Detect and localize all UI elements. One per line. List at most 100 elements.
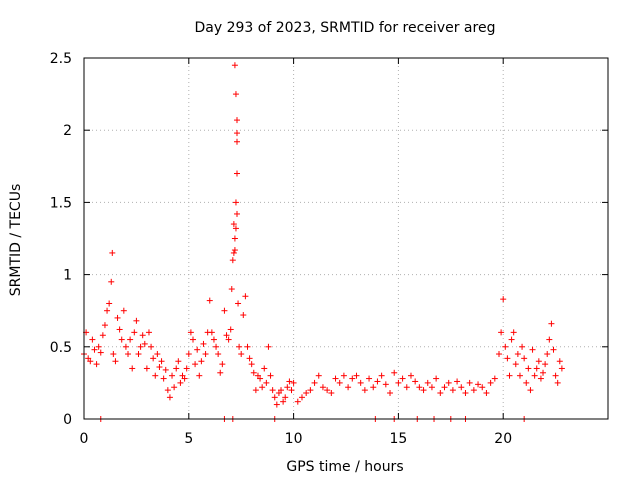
data-point-0-197 bbox=[234, 130, 241, 137]
data-point-0-69 bbox=[223, 332, 230, 339]
data-point-0-165 bbox=[519, 343, 526, 350]
y-tick-label-1: 0.5 bbox=[50, 340, 72, 356]
data-point-0-55 bbox=[194, 346, 201, 353]
data-point-0-46 bbox=[175, 358, 182, 365]
data-point-0-93 bbox=[265, 343, 272, 350]
data-point-0-104 bbox=[288, 387, 295, 394]
y-tick-label-3: 1.5 bbox=[50, 195, 72, 211]
data-point-0-126 bbox=[378, 372, 385, 379]
data-point-0-124 bbox=[370, 384, 377, 391]
data-point-0-111 bbox=[315, 372, 322, 379]
data-point-0-84 bbox=[246, 355, 253, 362]
data-point-0-167 bbox=[523, 379, 530, 386]
data-point-0-127 bbox=[382, 381, 389, 388]
data-point-0-173 bbox=[535, 358, 542, 365]
data-point-0-154 bbox=[496, 351, 503, 358]
data-point-0-114 bbox=[328, 390, 335, 397]
data-point-0-106 bbox=[294, 398, 301, 405]
data-point-0-103 bbox=[286, 378, 293, 385]
data-point-0-16 bbox=[112, 358, 119, 365]
data-point-0-146 bbox=[462, 390, 469, 397]
data-point-0-164 bbox=[516, 372, 523, 379]
data-point-0-134 bbox=[412, 378, 419, 385]
data-point-0-91 bbox=[261, 365, 268, 372]
y-tick-label-5: 2.5 bbox=[50, 51, 72, 67]
x-tick-label-1: 5 bbox=[184, 431, 193, 447]
data-point-0-28 bbox=[137, 343, 144, 350]
data-point-0-116 bbox=[336, 379, 343, 386]
y-tick-label-2: 1 bbox=[63, 268, 72, 284]
data-point-0-119 bbox=[349, 375, 356, 382]
data-point-0-75 bbox=[231, 62, 238, 69]
data-point-0-110 bbox=[311, 379, 318, 386]
data-point-0-179 bbox=[548, 320, 555, 327]
data-point-0-58 bbox=[200, 340, 207, 347]
data-point-0-163 bbox=[514, 351, 521, 358]
data-point-0-29 bbox=[139, 332, 146, 339]
data-point-0-77 bbox=[234, 170, 241, 177]
data-point-0-72 bbox=[228, 286, 235, 293]
data-point-0-178 bbox=[546, 336, 553, 343]
data-point-0-102 bbox=[284, 384, 291, 391]
data-point-0-133 bbox=[407, 372, 414, 379]
data-point-0-76 bbox=[232, 91, 239, 98]
data-point-0-121 bbox=[357, 379, 364, 386]
data-point-0-57 bbox=[198, 358, 205, 365]
data-point-0-120 bbox=[353, 372, 360, 379]
data-point-0-149 bbox=[475, 381, 482, 388]
data-point-0-183 bbox=[556, 358, 563, 365]
data-point-0-145 bbox=[458, 384, 465, 391]
data-point-0-79 bbox=[236, 343, 243, 350]
data-point-0-5 bbox=[91, 346, 98, 353]
data-point-0-201 bbox=[232, 225, 239, 232]
tick-labels: 0 5 10 15 20 0 0.5 1 1.5 2 2.5 bbox=[50, 51, 512, 447]
data-point-0-115 bbox=[332, 375, 339, 382]
data-point-0-51 bbox=[185, 351, 192, 358]
data-point-0-68 bbox=[221, 307, 228, 314]
data-point-0-181 bbox=[552, 372, 559, 379]
data-point-0-112 bbox=[319, 384, 326, 391]
data-point-0-33 bbox=[148, 343, 155, 350]
data-point-0-172 bbox=[533, 365, 540, 372]
data-point-0-128 bbox=[387, 390, 394, 397]
data-point-0-27 bbox=[135, 351, 142, 358]
data-point-0-31 bbox=[143, 365, 150, 372]
data-point-0-129 bbox=[391, 369, 398, 376]
data-point-0-160 bbox=[508, 336, 515, 343]
data-point-0-26 bbox=[133, 317, 140, 324]
data-point-0-44 bbox=[171, 384, 178, 391]
data-point-0-138 bbox=[428, 384, 435, 391]
data-point-0-144 bbox=[454, 378, 461, 385]
data-point-0-151 bbox=[483, 390, 490, 397]
data-point-0-10 bbox=[101, 322, 108, 329]
data-point-0-130 bbox=[395, 379, 402, 386]
data-point-0-100 bbox=[280, 398, 287, 405]
data-point-0-11 bbox=[104, 307, 111, 314]
data-point-0-86 bbox=[250, 369, 257, 376]
data-point-0-43 bbox=[169, 372, 176, 379]
data-point-0-63 bbox=[210, 336, 217, 343]
data-point-0-135 bbox=[416, 384, 423, 391]
data-point-0-56 bbox=[196, 372, 203, 379]
data-point-0-169 bbox=[527, 387, 534, 394]
data-point-0-158 bbox=[504, 355, 511, 362]
x-axis-label: GPS time / hours bbox=[286, 459, 403, 475]
x-tick-label-3: 15 bbox=[389, 431, 407, 447]
data-point-0-131 bbox=[399, 375, 406, 382]
data-point-0-198 bbox=[234, 138, 241, 145]
data-point-0-59 bbox=[202, 351, 209, 358]
data-point-0-125 bbox=[374, 378, 381, 385]
data-point-0-54 bbox=[192, 361, 199, 368]
data-point-0-12 bbox=[106, 300, 113, 307]
data-point-0-67 bbox=[219, 361, 226, 368]
data-point-0-66 bbox=[217, 369, 224, 376]
x-tick-label-2: 10 bbox=[285, 431, 303, 447]
data-point-0-176 bbox=[542, 361, 549, 368]
data-point-0-49 bbox=[181, 375, 188, 382]
data-point-0-108 bbox=[303, 390, 310, 397]
data-point-0-22 bbox=[125, 351, 132, 358]
data-point-0-61 bbox=[206, 297, 213, 304]
data-point-0-113 bbox=[324, 387, 331, 394]
plot-frame bbox=[83, 57, 609, 420]
